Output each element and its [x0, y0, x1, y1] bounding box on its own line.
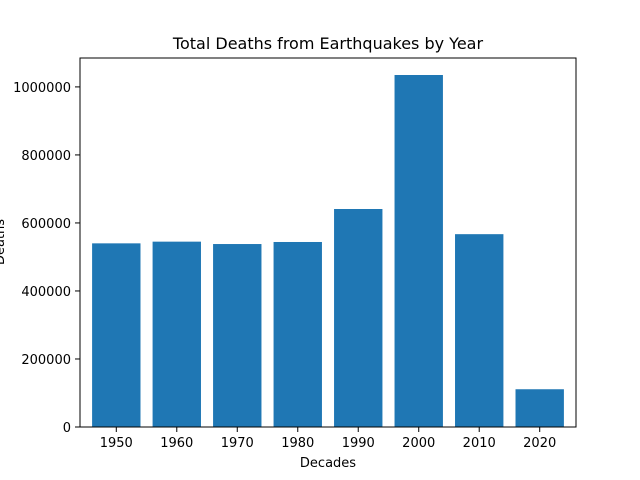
x-tick-label: 1970: [221, 436, 254, 451]
y-ticks-group: 0 200000 400000 600000 800000 1000000: [13, 81, 80, 436]
y-tick-label: 400000: [21, 285, 71, 300]
x-tick-label: 1980: [281, 436, 314, 451]
x-tick-label: 1990: [342, 436, 375, 451]
x-tick-label: 1950: [100, 436, 133, 451]
y-axis-label: Deaths: [0, 219, 8, 265]
bar-2020: [515, 389, 564, 427]
bar-1990: [334, 209, 383, 427]
x-axis-label: Decades: [300, 456, 356, 471]
bar-1980: [273, 241, 322, 427]
y-tick-label: 800000: [21, 149, 71, 164]
bar-1970: [213, 244, 262, 427]
plot-frame: [79, 57, 577, 428]
x-tick-label: 1960: [160, 436, 193, 451]
y-tick-label: 600000: [21, 217, 71, 232]
bar-1950: [92, 243, 141, 427]
bars-group: [92, 75, 564, 427]
y-tick-label: 200000: [21, 353, 71, 368]
y-tick-label: 0: [63, 421, 71, 436]
x-tick-label: 2000: [402, 436, 435, 451]
bar-2000: [394, 75, 443, 427]
x-tick-label: 2010: [463, 436, 496, 451]
bar-2010: [455, 234, 504, 427]
y-tick-label: 1000000: [13, 81, 71, 96]
bar-1960: [152, 241, 201, 427]
chart-title: Total Deaths from Earthquakes by Year: [172, 34, 484, 53]
x-ticks-group: 1950 1960 1970 1980 1990 2000 2010 2020: [100, 427, 556, 451]
x-tick-label: 2020: [523, 436, 556, 451]
